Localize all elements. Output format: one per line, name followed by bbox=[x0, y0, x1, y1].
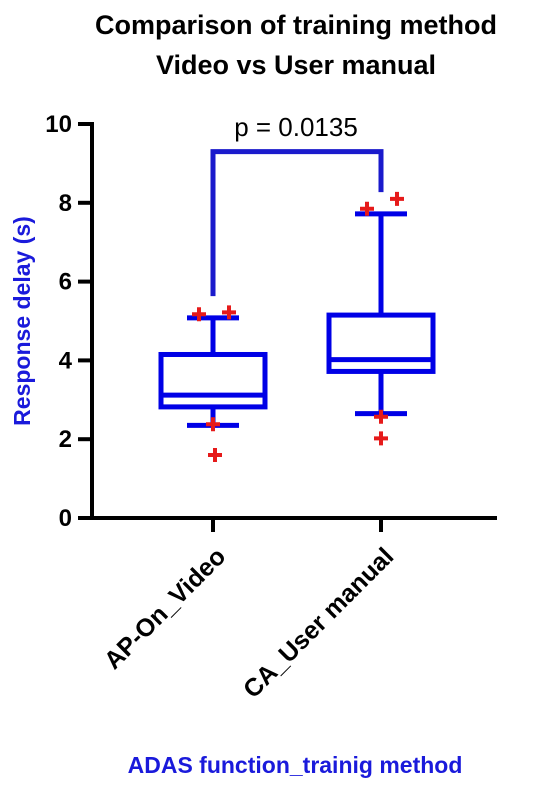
x-axis-categories: AP-On_Video CA_User manual bbox=[99, 518, 399, 704]
chart-title: Comparison of training method bbox=[95, 10, 497, 40]
y-tick-label: 2 bbox=[59, 426, 72, 453]
box-group bbox=[326, 191, 436, 446]
outlier-point bbox=[374, 431, 388, 446]
x-category-label: AP-On_Video bbox=[99, 542, 231, 674]
iqr-box bbox=[158, 351, 268, 410]
x-axis-label: ADAS function_trainig method bbox=[128, 752, 463, 778]
axes bbox=[90, 122, 497, 520]
significance-annotation bbox=[210, 149, 384, 297]
chart-subtitle: Video vs User manual bbox=[156, 50, 436, 80]
p-value-label: p = 0.0135 bbox=[234, 112, 358, 142]
outlier-point bbox=[222, 305, 236, 320]
outlier-point bbox=[390, 191, 404, 206]
y-tick-label: 6 bbox=[59, 269, 72, 296]
significance-bracket bbox=[210, 149, 384, 297]
y-axis-label: Response delay (s) bbox=[9, 216, 35, 426]
outlier-point bbox=[374, 409, 388, 424]
y-tick-label: 10 bbox=[45, 111, 72, 138]
outlier-point bbox=[208, 447, 222, 462]
box-series bbox=[158, 191, 436, 462]
iqr-box bbox=[326, 312, 436, 374]
x-category-label: CA_User manual bbox=[238, 542, 399, 703]
y-tick-label: 4 bbox=[59, 347, 73, 374]
outlier-point bbox=[206, 417, 220, 432]
outlier-point bbox=[360, 201, 374, 216]
box-group bbox=[158, 305, 268, 462]
y-tick-label: 0 bbox=[59, 505, 72, 532]
y-tick-label: 8 bbox=[59, 190, 72, 217]
y-axis-ticks: 0 2 4 6 8 10 bbox=[45, 111, 92, 532]
outlier-point bbox=[192, 307, 206, 322]
